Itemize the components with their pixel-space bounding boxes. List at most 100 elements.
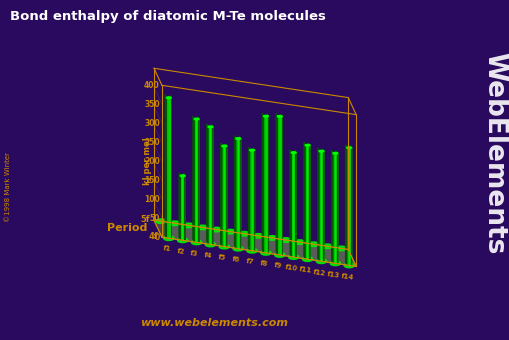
Polygon shape xyxy=(308,143,309,259)
Ellipse shape xyxy=(280,238,291,242)
Ellipse shape xyxy=(208,126,212,128)
Ellipse shape xyxy=(169,221,180,225)
Ellipse shape xyxy=(329,261,340,266)
Polygon shape xyxy=(291,152,296,257)
Polygon shape xyxy=(208,126,212,245)
Text: 350: 350 xyxy=(144,100,159,109)
Ellipse shape xyxy=(221,145,227,147)
Polygon shape xyxy=(262,113,263,253)
Polygon shape xyxy=(346,147,351,266)
Ellipse shape xyxy=(191,240,202,245)
Ellipse shape xyxy=(225,230,235,234)
Polygon shape xyxy=(277,116,281,255)
Polygon shape xyxy=(336,151,337,264)
Polygon shape xyxy=(345,145,346,265)
Ellipse shape xyxy=(205,242,215,247)
Ellipse shape xyxy=(346,147,351,149)
Polygon shape xyxy=(234,136,235,248)
Polygon shape xyxy=(179,173,180,240)
Text: WebElements: WebElements xyxy=(481,52,506,254)
Text: 300: 300 xyxy=(144,119,159,128)
Polygon shape xyxy=(317,148,319,261)
Ellipse shape xyxy=(291,152,296,153)
Text: ©1998 Mark Winter: ©1998 Mark Winter xyxy=(5,152,11,222)
Ellipse shape xyxy=(319,150,323,152)
Ellipse shape xyxy=(233,246,243,251)
Ellipse shape xyxy=(266,236,276,240)
Text: www.webelements.com: www.webelements.com xyxy=(140,318,288,328)
Polygon shape xyxy=(180,175,185,241)
Text: f10: f10 xyxy=(284,265,298,272)
Text: f1: f1 xyxy=(162,245,171,253)
Text: 50: 50 xyxy=(149,214,159,223)
Text: 5f: 5f xyxy=(140,215,150,224)
Polygon shape xyxy=(303,142,304,259)
Polygon shape xyxy=(184,174,185,241)
Polygon shape xyxy=(350,146,351,266)
Polygon shape xyxy=(197,117,199,243)
Ellipse shape xyxy=(219,244,229,249)
Polygon shape xyxy=(166,97,171,239)
Polygon shape xyxy=(220,143,221,246)
Text: Bond enthalpy of diatomic M-Te molecules: Bond enthalpy of diatomic M-Te molecules xyxy=(10,10,325,23)
Text: f12: f12 xyxy=(312,269,325,276)
Ellipse shape xyxy=(249,149,254,151)
Text: f14: f14 xyxy=(340,273,353,280)
Polygon shape xyxy=(304,145,309,259)
Text: f5: f5 xyxy=(217,254,226,261)
Ellipse shape xyxy=(211,227,221,232)
Text: f3: f3 xyxy=(190,250,199,257)
Ellipse shape xyxy=(235,138,240,139)
Ellipse shape xyxy=(302,257,312,261)
Ellipse shape xyxy=(260,251,271,255)
Polygon shape xyxy=(239,136,240,249)
Ellipse shape xyxy=(197,225,207,230)
Polygon shape xyxy=(319,151,323,261)
Ellipse shape xyxy=(288,255,298,259)
Polygon shape xyxy=(294,151,296,257)
Polygon shape xyxy=(165,95,166,238)
Text: f13: f13 xyxy=(326,271,340,278)
Ellipse shape xyxy=(166,97,171,99)
Ellipse shape xyxy=(163,236,174,240)
Polygon shape xyxy=(207,124,208,244)
Text: f4: f4 xyxy=(204,252,212,259)
Polygon shape xyxy=(194,119,199,243)
Polygon shape xyxy=(154,68,161,237)
Text: 250: 250 xyxy=(144,138,159,147)
Ellipse shape xyxy=(332,152,337,154)
Polygon shape xyxy=(263,116,268,253)
Ellipse shape xyxy=(246,249,257,253)
Text: 0: 0 xyxy=(154,233,159,242)
Ellipse shape xyxy=(239,232,249,236)
Polygon shape xyxy=(249,150,254,251)
Ellipse shape xyxy=(294,240,304,244)
Ellipse shape xyxy=(155,219,166,223)
Polygon shape xyxy=(332,153,337,264)
Text: f11: f11 xyxy=(298,267,312,274)
Text: kJ per mol: kJ per mol xyxy=(143,137,152,185)
Ellipse shape xyxy=(252,234,263,238)
Polygon shape xyxy=(276,114,277,255)
Text: f9: f9 xyxy=(273,262,281,269)
Ellipse shape xyxy=(183,223,193,228)
Text: 4f: 4f xyxy=(148,232,157,241)
Ellipse shape xyxy=(344,263,354,268)
Polygon shape xyxy=(225,144,227,247)
Ellipse shape xyxy=(180,175,185,176)
Ellipse shape xyxy=(274,253,285,257)
Polygon shape xyxy=(248,147,249,250)
Text: f2: f2 xyxy=(176,248,185,255)
Ellipse shape xyxy=(194,118,199,120)
Ellipse shape xyxy=(308,242,318,246)
Ellipse shape xyxy=(335,246,346,251)
Polygon shape xyxy=(322,149,323,261)
Ellipse shape xyxy=(277,116,281,117)
Text: Period: Period xyxy=(107,223,147,233)
Polygon shape xyxy=(169,96,171,239)
Ellipse shape xyxy=(177,238,187,243)
Text: 100: 100 xyxy=(144,195,159,204)
Polygon shape xyxy=(235,138,240,249)
Text: f7: f7 xyxy=(245,258,254,265)
Polygon shape xyxy=(192,116,194,242)
